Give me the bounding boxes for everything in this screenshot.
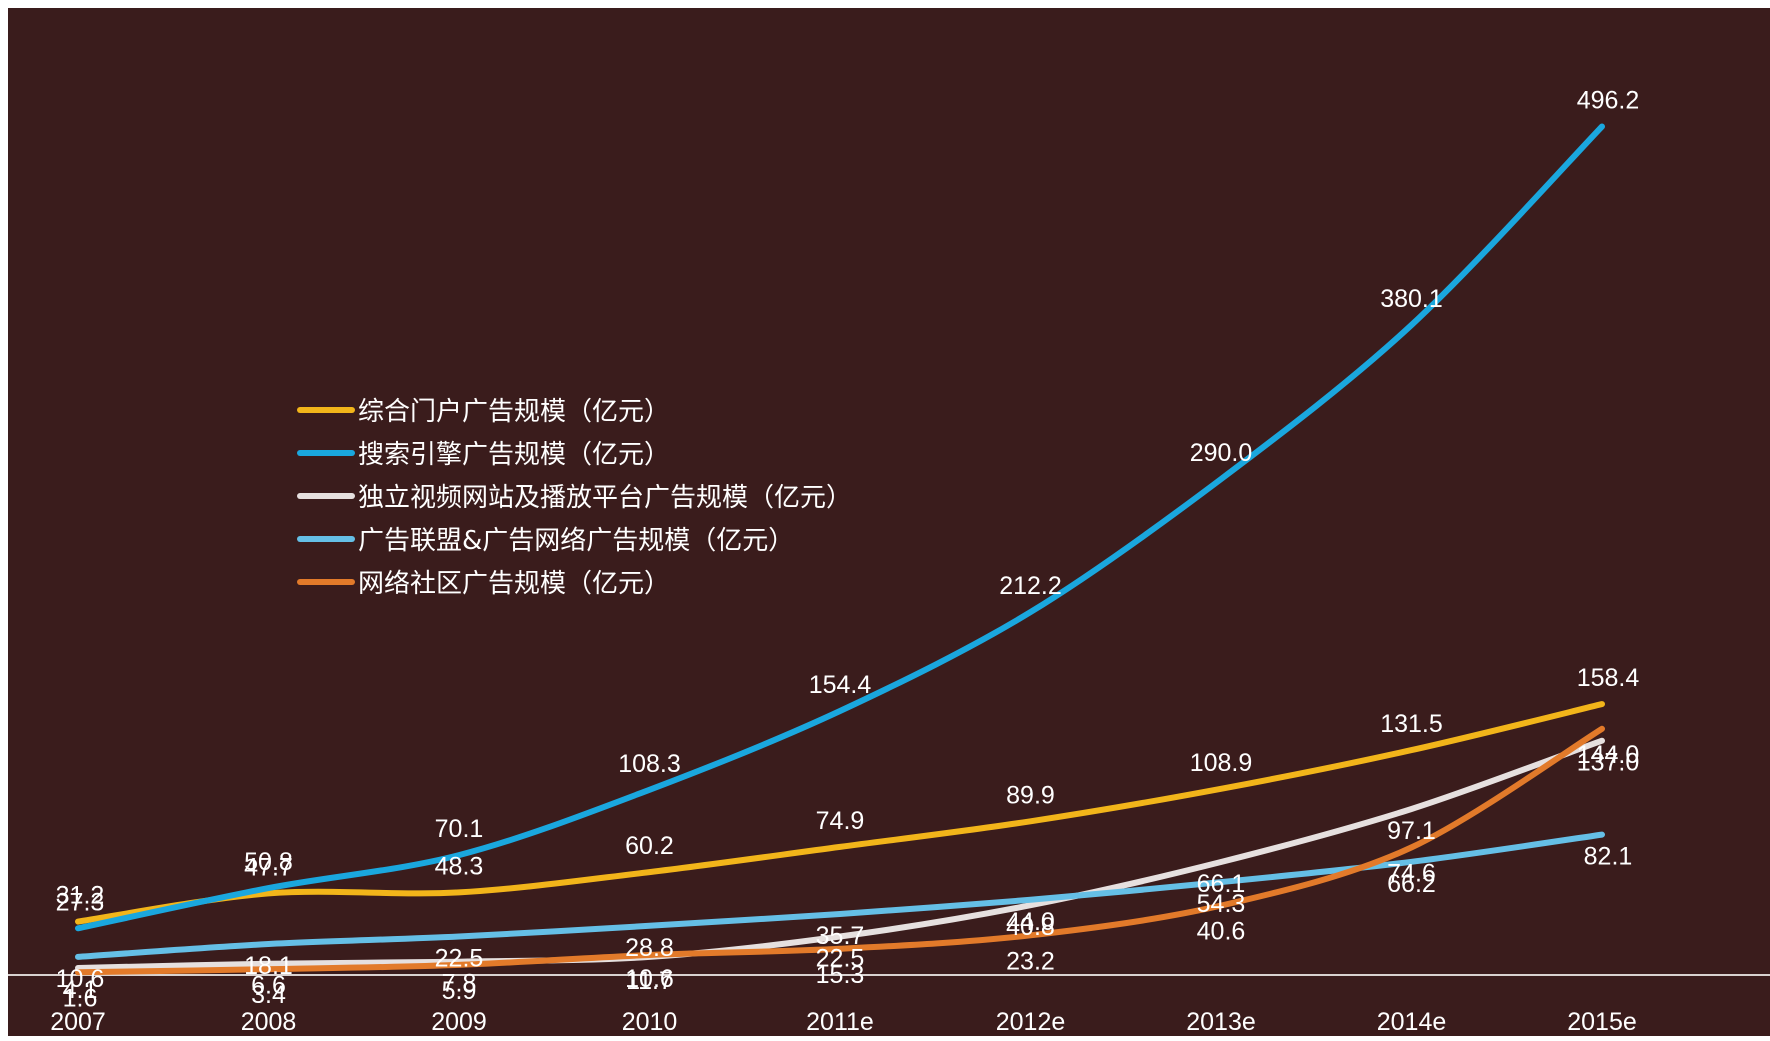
data-label-s3-4: 10.6 [625,965,674,993]
data-label-s5-9: 144.0 [1577,741,1640,769]
data-label-s1-5: 74.9 [816,807,865,835]
data-label-s2-8: 380.1 [1380,285,1443,313]
data-label-s5-8: 74.6 [1387,859,1436,887]
legend-label-1: 综合门户广告规模（亿元） [358,397,670,427]
data-label-s2-6: 212.2 [999,572,1062,600]
series-line-1 [75,701,1605,925]
data-label-s4-5: 35.7 [816,922,865,950]
data-label-s4-2: 18.1 [244,952,293,980]
data-label-s4-3: 22.5 [435,945,484,973]
x-tick-label-8: 2014e [1377,1008,1447,1036]
legend-label-2: 搜索引擎广告规模（亿元） [358,440,670,470]
data-label-s3-8: 97.1 [1387,817,1436,845]
data-label-s3-5: 22.5 [816,945,865,973]
x-tick-label-6: 2012e [996,1008,1066,1036]
data-label-s4-9: 82.1 [1584,843,1633,871]
legend-label-5: 网络社区广告规模（亿元） [358,569,670,599]
x-tick-label-2: 2008 [241,1008,297,1036]
data-label-s4-6: 44.0 [1006,908,1055,936]
data-label-s5-3: 5.9 [442,977,477,1005]
data-label-s1-4: 60.2 [625,832,674,860]
data-label-s1-7: 108.9 [1190,749,1253,777]
data-label-s2-4: 108.3 [618,750,681,778]
data-label-s3-7: 66.1 [1197,870,1246,898]
data-label-s3-9: 137.0 [1577,749,1640,777]
data-label-s2-3: 70.1 [435,815,484,843]
x-tick-label-5: 2011e [806,1008,874,1036]
data-label-s4-8: 66.2 [1387,870,1436,898]
x-tick-label-9: 2015e [1567,1008,1637,1036]
data-label-s2-2: 50.8 [244,848,293,876]
data-label-s4-7: 54.3 [1197,890,1246,918]
data-label-s5-1: 1.6 [63,984,98,1012]
data-label-s1-6: 89.9 [1006,781,1055,809]
legend-label-4: 广告联盟&广告网络广告规模（亿元） [358,526,794,556]
data-label-s5-7: 40.6 [1197,918,1246,946]
series-line-2 [75,123,1605,932]
x-tick-label-3: 2009 [431,1008,487,1036]
data-label-s5-5: 15.3 [816,961,865,989]
data-label-s2-7: 290.0 [1190,439,1253,467]
data-label-s2-9: 496.2 [1577,87,1640,115]
data-label-s2-5: 154.4 [809,671,872,699]
data-label-s1-1: 31.2 [56,882,105,910]
data-label-s1-8: 131.5 [1380,710,1443,738]
data-label-s1-9: 158.4 [1577,664,1640,692]
data-label-s3-3: 7.8 [442,970,477,998]
data-label-s5-2: 3.4 [251,981,286,1009]
data-label-s1-3: 48.3 [435,852,484,880]
data-label-s2-1: 27.3 [56,888,105,916]
plot-background [8,8,1770,1036]
data-label-s3-2: 6.6 [251,972,286,1000]
legend-label-3: 独立视频网站及播放平台广告规模（亿元） [358,483,852,513]
data-label-s5-6: 23.2 [1006,947,1055,975]
data-label-s4-1: 10.6 [56,965,105,993]
data-label-s4-4: 28.8 [625,934,674,962]
series-line-5 [75,725,1605,976]
data-label-s1-2: 47.7 [244,853,293,881]
x-tick-label-7: 2013e [1186,1008,1256,1036]
data-label-s3-1: 4.1 [63,976,98,1004]
x-tick-label-1: 2007 [50,1008,106,1036]
data-label-s3-6: 40.8 [1006,913,1055,941]
x-tick-label-4: 2010 [622,1008,678,1036]
series-line-3 [75,737,1605,971]
data-label-s5-4: 11.7 [626,967,673,995]
